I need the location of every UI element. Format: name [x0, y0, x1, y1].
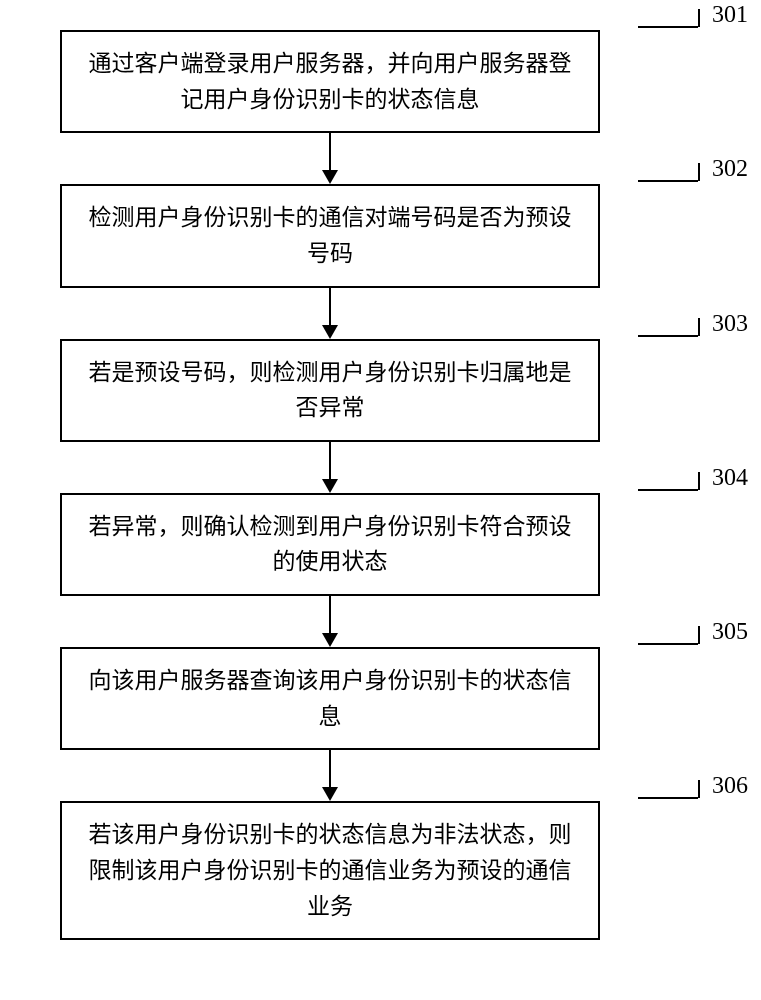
step-box: 向该用户服务器查询该用户身份识别卡的状态信息 [60, 647, 600, 750]
flow-step-301: 通过客户端登录用户服务器，并向用户服务器登记用户身份识别卡的状态信息 301 [60, 30, 600, 184]
flow-step-305: 向该用户服务器查询该用户身份识别卡的状态信息 305 [60, 647, 600, 801]
step-box: 若是预设号码，则检测用户身份识别卡归属地是否异常 [60, 339, 600, 442]
arrow-connector [322, 288, 338, 339]
flowchart-container: 通过客户端登录用户服务器，并向用户服务器登记用户身份识别卡的状态信息 301 检… [60, 30, 700, 940]
step-label: 301 [712, 2, 748, 29]
step-text: 通过客户端登录用户服务器，并向用户服务器登记用户身份识别卡的状态信息 [80, 46, 580, 117]
step-label: 306 [712, 773, 748, 800]
step-box: 检测用户身份识别卡的通信对端号码是否为预设号码 [60, 184, 600, 287]
flow-step-306: 若该用户身份识别卡的状态信息为非法状态，则限制该用户身份识别卡的通信业务为预设的… [60, 801, 600, 940]
step-label: 302 [712, 156, 748, 183]
arrow-connector [322, 442, 338, 493]
step-label: 305 [712, 619, 748, 646]
step-text: 向该用户服务器查询该用户身份识别卡的状态信息 [80, 663, 580, 734]
flow-step-303: 若是预设号码，则检测用户身份识别卡归属地是否异常 303 [60, 339, 600, 493]
step-text: 若该用户身份识别卡的状态信息为非法状态，则限制该用户身份识别卡的通信业务为预设的… [80, 817, 580, 924]
flow-step-304: 若异常，则确认检测到用户身份识别卡符合预设的使用状态 304 [60, 493, 600, 647]
step-text: 若异常，则确认检测到用户身份识别卡符合预设的使用状态 [80, 509, 580, 580]
step-box: 若该用户身份识别卡的状态信息为非法状态，则限制该用户身份识别卡的通信业务为预设的… [60, 801, 600, 940]
arrow-connector [322, 596, 338, 647]
arrow-connector [322, 133, 338, 184]
step-box: 通过客户端登录用户服务器，并向用户服务器登记用户身份识别卡的状态信息 [60, 30, 600, 133]
arrow-connector [322, 750, 338, 801]
step-label: 304 [712, 465, 748, 492]
step-text: 检测用户身份识别卡的通信对端号码是否为预设号码 [80, 200, 580, 271]
step-label: 303 [712, 311, 748, 338]
step-box: 若异常，则确认检测到用户身份识别卡符合预设的使用状态 [60, 493, 600, 596]
step-text: 若是预设号码，则检测用户身份识别卡归属地是否异常 [80, 355, 580, 426]
flow-step-302: 检测用户身份识别卡的通信对端号码是否为预设号码 302 [60, 184, 600, 338]
